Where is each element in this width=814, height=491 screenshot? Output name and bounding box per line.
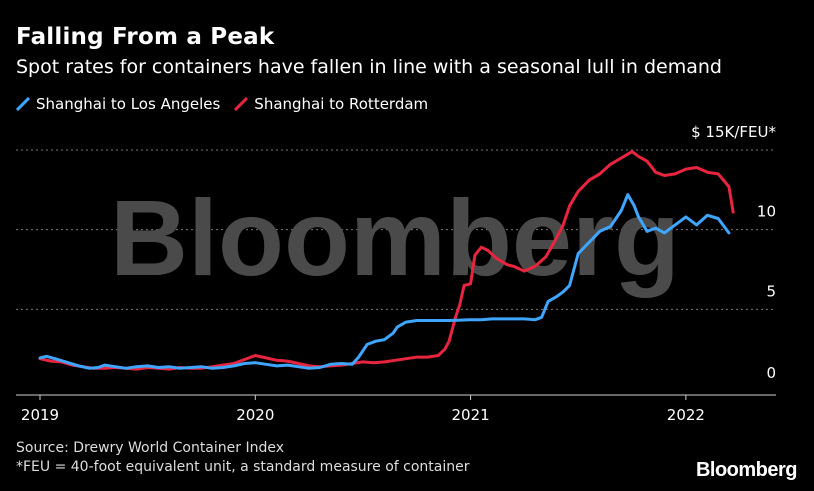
legend-swatch-shanghai-la [16,97,30,111]
chart-subtitle: Spot rates for containers have fallen in… [16,56,722,78]
legend-swatch-shanghai-rotterdam [234,97,249,111]
source-note: Source: Drewry World Container Index [16,440,285,456]
y-tick-label-15: $ 15K/FEU* [691,123,776,141]
y-axis-labels: 0 5 10 $ 15K/FEU* [691,123,776,382]
y-tick-label-10: 10 [757,203,776,221]
y-tick-label-0: 0 [766,364,776,382]
x-tick-label-2022: 2022 [667,406,705,424]
legend-label-shanghai-rotterdam: Shanghai to Rotterdam [254,95,429,113]
x-axis: 2019 2020 2021 2022 [16,394,776,424]
footnote: *FEU = 40-foot equivalent unit, a standa… [16,459,470,475]
legend-item-shanghai-la: Shanghai to Los Angeles [16,95,220,113]
bloomberg-logo: Bloomberg [695,459,798,481]
x-tick-label-2020: 2020 [236,406,274,424]
legend-item-shanghai-rotterdam: Shanghai to Rotterdam [234,95,428,113]
y-tick-label-5: 5 [766,282,776,300]
legend-label-shanghai-la: Shanghai to Los Angeles [36,95,221,113]
bloomberg-watermark: Bloomberg [110,177,680,298]
series-line-shanghai-rotterdam [38,150,735,371]
gridlines [16,149,776,310]
series-lines [38,150,735,371]
chart-title: Falling From a Peak [16,24,275,50]
chart-legend: Shanghai to Los Angeles Shanghai to Rott… [16,95,442,113]
series-line-shanghai-la [38,193,731,370]
x-tick-label-2019: 2019 [21,406,59,424]
x-tick-label-2021: 2021 [451,406,489,424]
